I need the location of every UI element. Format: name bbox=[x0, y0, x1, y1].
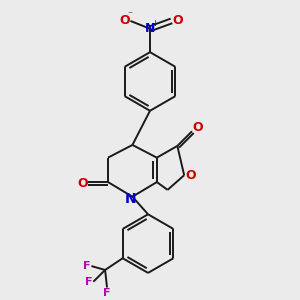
Text: O: O bbox=[193, 121, 203, 134]
Text: +: + bbox=[152, 20, 158, 28]
Text: O: O bbox=[186, 169, 196, 182]
Text: F: F bbox=[85, 277, 92, 287]
Text: N: N bbox=[145, 22, 155, 35]
Text: F: F bbox=[83, 261, 90, 271]
Text: O: O bbox=[77, 176, 88, 190]
Text: O: O bbox=[172, 14, 183, 27]
Text: O: O bbox=[119, 14, 130, 27]
Text: F: F bbox=[103, 288, 111, 298]
Text: N: N bbox=[125, 192, 136, 206]
Text: ⁻: ⁻ bbox=[127, 10, 132, 20]
